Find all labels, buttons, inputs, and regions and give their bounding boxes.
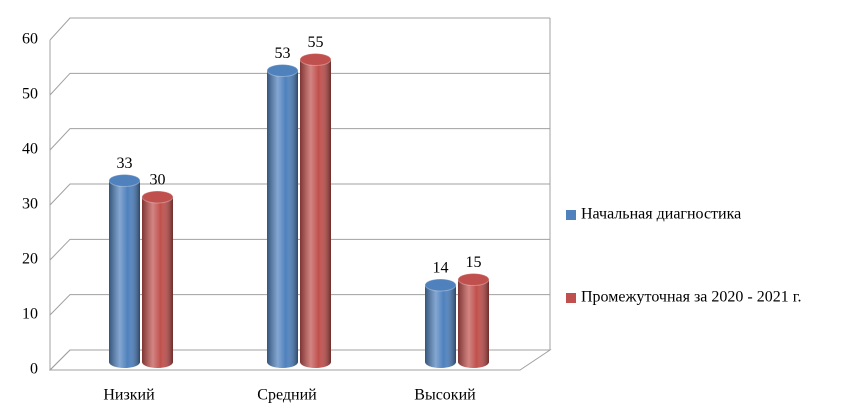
bar bbox=[108, 174, 141, 368]
bar-top bbox=[424, 278, 457, 292]
y-tick-label: 10 bbox=[22, 306, 38, 323]
y-tick-label: 20 bbox=[22, 251, 38, 268]
grid-line bbox=[49, 349, 550, 371]
value-label: 15 bbox=[466, 254, 482, 271]
y-tick-label: 0 bbox=[30, 361, 38, 378]
bar bbox=[141, 190, 174, 368]
value-label: 55 bbox=[308, 34, 324, 51]
grid-line bbox=[49, 238, 550, 261]
value-label: 30 bbox=[150, 172, 166, 189]
legend-label: Начальная диагностика bbox=[581, 206, 741, 223]
y-tick-label: 40 bbox=[22, 141, 38, 158]
x-tick-label: Средний bbox=[257, 387, 317, 404]
bar bbox=[299, 53, 332, 368]
bar bbox=[266, 64, 299, 368]
grid-line bbox=[49, 128, 550, 151]
value-label: 14 bbox=[433, 260, 449, 277]
bar-shade bbox=[142, 197, 173, 368]
legend-label: Промежуточная за 2020 - 2021 г. bbox=[581, 289, 801, 306]
bar bbox=[424, 278, 457, 368]
y-tick-label: 50 bbox=[22, 86, 38, 103]
grid-line bbox=[49, 183, 550, 206]
bar-top bbox=[457, 273, 490, 286]
bar-top bbox=[266, 64, 299, 77]
bar-top bbox=[141, 190, 174, 204]
legend-swatch bbox=[566, 210, 576, 220]
bar-top bbox=[299, 53, 332, 66]
grid-line bbox=[49, 294, 550, 316]
value-label: 33 bbox=[117, 155, 133, 172]
grid-line bbox=[49, 17, 550, 41]
bar-shade bbox=[300, 59, 331, 368]
x-tick-label: Низкий bbox=[103, 387, 155, 404]
bar-shade bbox=[267, 70, 298, 368]
bar-shade bbox=[458, 279, 489, 368]
value-label: 53 bbox=[275, 45, 291, 62]
y-tick-label: 30 bbox=[22, 196, 38, 213]
bar bbox=[457, 273, 490, 368]
grid-line bbox=[49, 72, 550, 96]
x-tick-label: Высокий bbox=[414, 387, 476, 404]
legend-swatch bbox=[566, 293, 576, 303]
bar-top bbox=[108, 174, 141, 187]
y-tick-label: 60 bbox=[22, 31, 38, 48]
bar-shade bbox=[425, 285, 456, 368]
bar-shade bbox=[109, 180, 140, 368]
